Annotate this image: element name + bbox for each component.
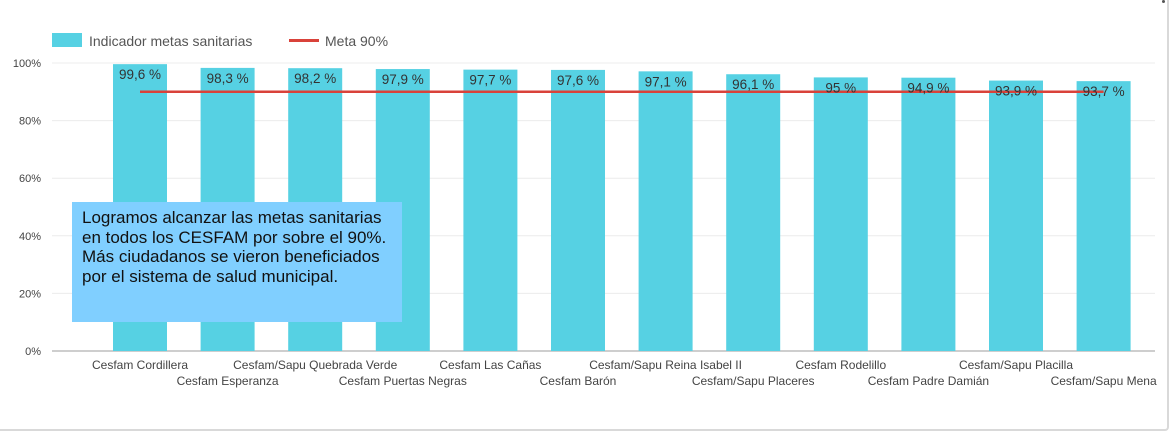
bar[interactable]	[901, 77, 956, 352]
legend: Indicador metas sanitarias Meta 90%	[52, 33, 388, 49]
bar[interactable]	[813, 77, 868, 352]
bar[interactable]	[551, 69, 605, 352]
bar-data-label: 97,7 %	[469, 73, 511, 88]
menu-dot-icon[interactable]	[1162, 0, 1165, 3]
x-category-label: Cesfam Barón	[540, 374, 617, 388]
x-category-label: Cesfam/Sapu Quebrada Verde	[233, 358, 397, 372]
y-tick-label: 80%	[19, 116, 41, 128]
x-category-label: Cesfam/Sapu Mena	[1051, 374, 1157, 388]
y-axis: 0% 20% 40% 60% 80% 100%	[13, 58, 41, 358]
bar-data-label: 97,1 %	[645, 74, 687, 89]
bar-data-label: 95 %	[825, 80, 856, 95]
x-category-label: Cesfam Puertas Negras	[339, 374, 467, 388]
y-tick-label: 60%	[19, 173, 41, 185]
x-category-label: Cesfam Padre Damián	[868, 374, 989, 388]
bar-data-label: 99,6 %	[119, 67, 161, 82]
x-category-label: Cesfam/Sapu Reina Isabel II	[589, 358, 742, 372]
x-category-label: Cesfam Cordillera	[92, 358, 188, 372]
y-tick-label: 20%	[19, 288, 41, 300]
x-category-label: Cesfam Esperanza	[177, 374, 279, 388]
x-category-label: Cesfam Rodelillo	[795, 358, 886, 372]
x-category-label: Cesfam/Sapu Placeres	[692, 374, 815, 388]
legend-swatch-bars	[52, 33, 82, 47]
y-tick-label: 100%	[13, 58, 41, 70]
y-tick-label: 40%	[19, 231, 41, 243]
bar-data-label: 96,1 %	[732, 77, 774, 92]
bar[interactable]	[726, 74, 781, 352]
bar[interactable]	[638, 71, 693, 352]
bar-data-label: 93,9 %	[995, 84, 1037, 99]
bar-data-label: 98,3 %	[207, 71, 249, 86]
bar-data-label: 93,7 %	[1083, 84, 1125, 99]
x-category-label: Cesfam/Sapu Placilla	[959, 358, 1073, 372]
bar-data-label: 97,6 %	[557, 73, 599, 88]
data-labels: 99,6 % 98,3 % 98,2 % 97,9 % 97,7 % 97,6 % 97,1…	[119, 67, 1125, 99]
bar-data-label: 94,9 %	[907, 81, 949, 96]
legend-label-bars: Indicador metas sanitarias	[89, 33, 252, 49]
bar-data-label: 98,2 %	[294, 71, 336, 86]
y-tick-label: 0%	[25, 346, 41, 358]
bar[interactable]	[1076, 81, 1131, 352]
bar[interactable]	[463, 69, 518, 352]
bar[interactable]	[989, 80, 1043, 352]
bar-data-label: 97,9 %	[382, 72, 424, 87]
annotation-box: Logramos alcanzar las metas sanitarias e…	[72, 202, 402, 322]
x-category-label: Cesfam Las Cañas	[439, 358, 541, 372]
x-axis: Cesfam Cordillera Cesfam Esperanza Cesfam/…	[92, 358, 1157, 388]
legend-swatch-line	[289, 39, 319, 42]
legend-label-line: Meta 90%	[325, 33, 388, 49]
